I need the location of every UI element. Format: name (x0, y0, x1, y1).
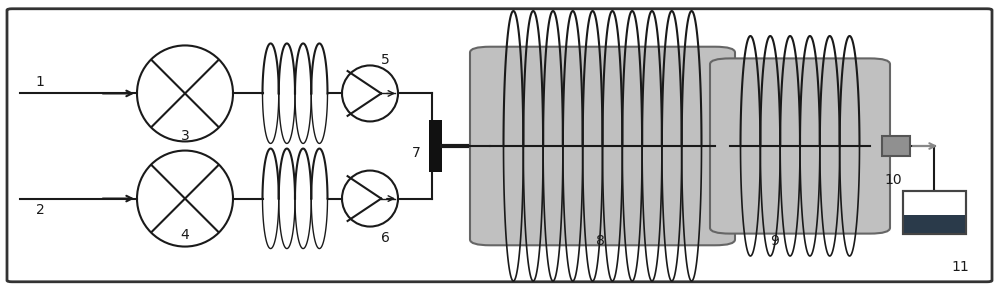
Text: 3: 3 (181, 129, 189, 143)
FancyBboxPatch shape (470, 47, 735, 245)
Bar (903, 215, 966, 234)
Text: 10: 10 (884, 173, 902, 187)
Text: 9: 9 (771, 234, 779, 248)
Bar (882, 136, 910, 156)
Bar (903, 191, 966, 234)
Bar (903, 191, 966, 234)
Bar (428, 120, 442, 172)
Text: 2: 2 (36, 203, 44, 217)
Text: 1: 1 (36, 75, 44, 89)
FancyBboxPatch shape (7, 9, 992, 282)
Text: 5: 5 (381, 53, 389, 67)
FancyBboxPatch shape (710, 58, 890, 234)
Text: 11: 11 (951, 260, 969, 274)
Text: 8: 8 (596, 234, 604, 248)
Text: 6: 6 (381, 231, 389, 245)
Text: 7: 7 (412, 146, 420, 160)
Text: 4: 4 (181, 228, 189, 242)
